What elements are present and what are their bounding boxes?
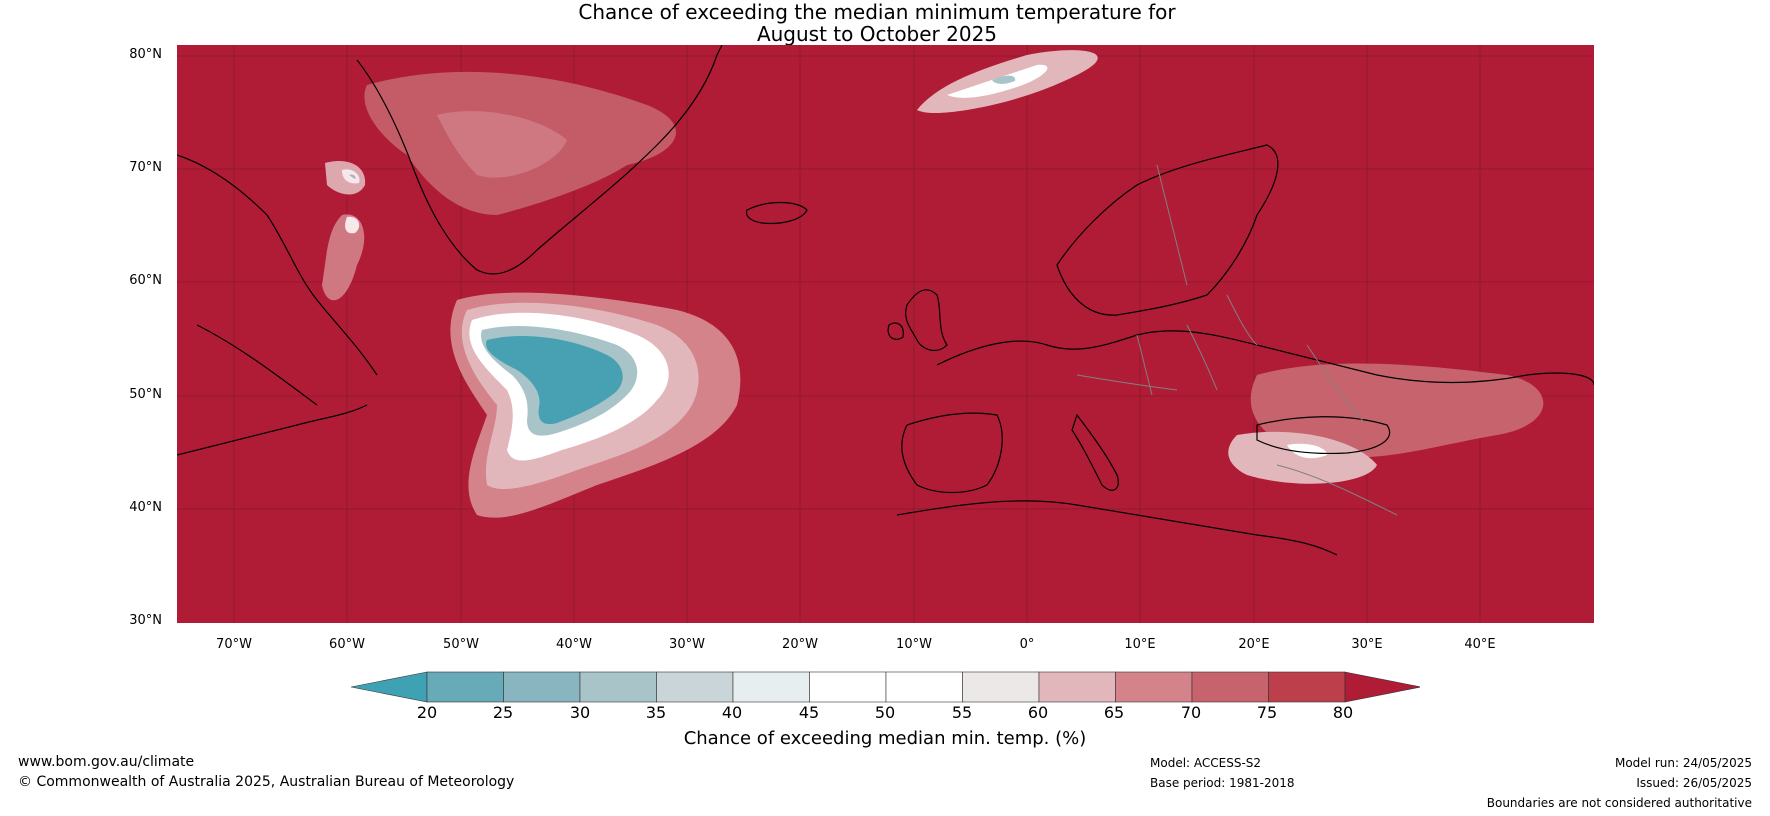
- footer-disclaimer: Boundaries are not considered authoritat…: [1486, 796, 1752, 810]
- footer-copyright: © Commonwealth of Australia 2025, Austra…: [18, 774, 515, 790]
- lon-label-10e: 10°E: [1124, 637, 1156, 652]
- colorbar-tick: 80: [1332, 703, 1354, 722]
- colorbar-tick: 40: [721, 703, 743, 722]
- colorbar-segment: [350, 671, 428, 703]
- colorbar-tick: 30: [569, 703, 591, 722]
- footer-website: www.bom.gov.au/climate: [18, 754, 195, 770]
- colorbar-tick: 45: [798, 703, 820, 722]
- lon-label-70w: 70°W: [216, 637, 252, 652]
- probability-map: [177, 45, 1594, 623]
- black-sea-anomaly: [1228, 363, 1544, 484]
- colorbar-tick: 50: [874, 703, 896, 722]
- lon-label-40e: 40°E: [1464, 637, 1496, 652]
- colorbar-tick: 60: [1027, 703, 1049, 722]
- colorbar-segment: [885, 671, 963, 703]
- svalbard-anomaly: [917, 50, 1098, 114]
- lat-label-60n: 60°N: [129, 273, 162, 288]
- lat-label-30n: 30°N: [129, 613, 162, 628]
- lon-label-20w: 20°W: [782, 637, 818, 652]
- colorbar-segment: [579, 671, 657, 703]
- colorbar-segment: [962, 671, 1040, 703]
- colorbar-segment: [1268, 671, 1346, 703]
- lon-label-40w: 40°W: [556, 637, 592, 652]
- lon-label-20e: 20°E: [1238, 637, 1270, 652]
- footer-model-run: Model run: 24/05/2025: [1614, 756, 1752, 770]
- colorbar-tick: 20: [416, 703, 438, 722]
- greenland-anomaly: [322, 71, 676, 301]
- colorbar-segment: [503, 671, 581, 703]
- colorbar-tick: 75: [1256, 703, 1278, 722]
- footer-base-period: Base period: 1981-2018: [1150, 776, 1295, 790]
- lat-label-50n: 50°N: [129, 387, 162, 402]
- colorbar-segment: [656, 671, 734, 703]
- colorbar-segment: [1191, 671, 1269, 703]
- colorbar-tick: 55: [951, 703, 973, 722]
- country-borders: [1076, 164, 1398, 516]
- colorbar-tick: 25: [492, 703, 514, 722]
- colorbar: [350, 671, 1420, 703]
- lat-label-40n: 40°N: [129, 500, 162, 515]
- colorbar-tick: 35: [645, 703, 667, 722]
- lon-label-60w: 60°W: [329, 637, 365, 652]
- colorbar-segment: [809, 671, 887, 703]
- coastlines: [177, 45, 1594, 556]
- colorbar-segment: [1038, 671, 1116, 703]
- colorbar-segment: [1115, 671, 1193, 703]
- colorbar-tick: 70: [1180, 703, 1202, 722]
- footer-model: Model: ACCESS-S2: [1150, 756, 1262, 770]
- colorbar-segment: [1344, 671, 1420, 703]
- lat-label-80n: 80°N: [129, 47, 162, 62]
- lon-label-30e: 30°E: [1351, 637, 1383, 652]
- colorbar-title: Chance of exceeding median min. temp. (%…: [683, 728, 1087, 749]
- north-atlantic-anomaly: [450, 292, 741, 518]
- lat-label-70n: 70°N: [129, 160, 162, 175]
- lon-label-0: 0°: [1019, 637, 1035, 652]
- colorbar-segment: [732, 671, 810, 703]
- map-title-line2: August to October 2025: [756, 22, 998, 46]
- lon-label-50w: 50°W: [443, 637, 479, 652]
- colorbar-tick: 65: [1103, 703, 1125, 722]
- lon-label-30w: 30°W: [669, 637, 705, 652]
- lon-label-10w: 10°W: [896, 637, 932, 652]
- colorbar-segment: [426, 671, 504, 703]
- footer-issued: Issued: 26/05/2025: [1636, 776, 1752, 790]
- map-title-line1: Chance of exceeding the median minimum t…: [578, 0, 1176, 24]
